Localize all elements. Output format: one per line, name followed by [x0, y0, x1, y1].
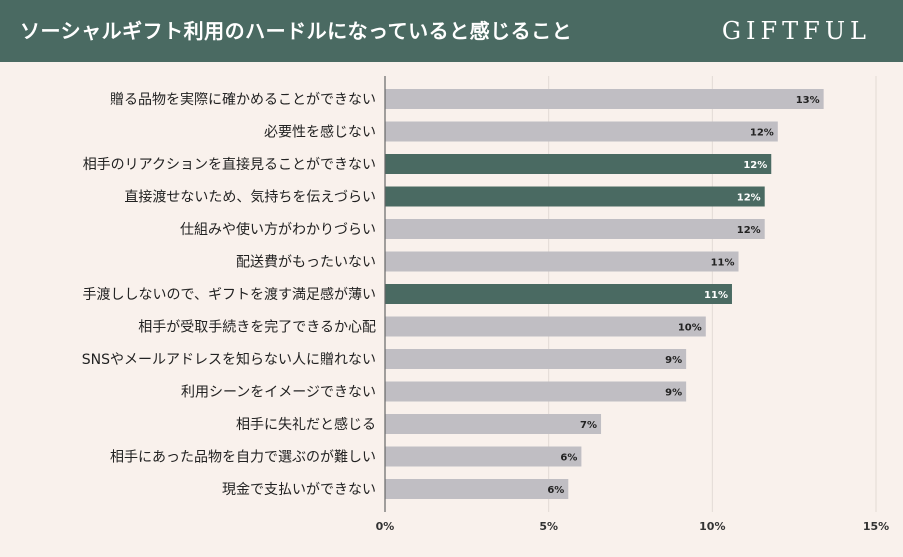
- category-label: 相手のリアクションを直接見ることができない: [83, 156, 376, 173]
- category-label: 直接渡せないため、気持ちを伝えづらい: [124, 189, 376, 206]
- bar: [385, 186, 765, 207]
- category-label: 必要性を感じない: [264, 124, 376, 141]
- data-label: 9%: [665, 388, 682, 399]
- category-label: SNSやメールアドレスを知らない人に贈れない: [82, 351, 376, 368]
- bar: [385, 121, 778, 142]
- category-label: 利用シーンをイメージできない: [181, 385, 376, 401]
- x-tick-label: 0%: [376, 520, 395, 533]
- category-label: 仕組みや使い方がわかりづらい: [180, 221, 376, 238]
- bar: [385, 316, 706, 337]
- category-label: 相手に失礼だと感じる: [236, 416, 376, 433]
- data-label: 6%: [547, 485, 564, 496]
- data-label: 13%: [796, 95, 820, 106]
- bar: [385, 349, 687, 369]
- category-label: 相手が受取手続きを完了できるか心配: [138, 319, 376, 336]
- data-label: 7%: [580, 420, 597, 431]
- category-label: 相手にあった品物を自力で選ぶのが難しい: [110, 450, 376, 466]
- brand-logo: GIFTFUL: [721, 17, 871, 45]
- bar: [385, 154, 772, 174]
- x-tick-label: 10%: [699, 520, 725, 533]
- bar: [385, 479, 569, 499]
- bar: [385, 446, 582, 467]
- category-label: 贈る品物を実際に確かめることができない: [110, 92, 376, 108]
- page-title: ソーシャルギフト利用のハードルになっていると感じること: [20, 19, 573, 43]
- data-label: 10%: [678, 323, 702, 334]
- data-label: 12%: [737, 193, 761, 204]
- data-label: 11%: [704, 290, 728, 301]
- data-label: 12%: [737, 225, 761, 236]
- header-bar: ソーシャルギフト利用のハードルになっていると感じること GIFTFUL: [0, 0, 903, 62]
- bar-chart: 0% 5% 10% 15% 贈る品物を実際に確かめることができない 13% 必要性を感じない…: [82, 76, 889, 533]
- bar: [385, 251, 739, 272]
- data-label: 6%: [560, 453, 577, 464]
- x-tick-label: 5%: [539, 520, 558, 533]
- bar: [385, 381, 687, 402]
- x-tick-label: 15%: [863, 520, 889, 533]
- data-label: 12%: [743, 160, 767, 171]
- bar: [385, 89, 824, 109]
- data-label: 11%: [711, 258, 735, 269]
- bar: [385, 219, 765, 239]
- category-label: 配送費がもったいない: [236, 255, 376, 271]
- category-label: 手渡ししないので、ギフトを渡す満足感が薄い: [83, 286, 376, 303]
- category-label: 現金で支払いができない: [222, 482, 376, 498]
- data-label: 9%: [665, 355, 682, 366]
- bar: [385, 414, 602, 434]
- data-label: 12%: [750, 128, 774, 139]
- bar: [385, 284, 732, 304]
